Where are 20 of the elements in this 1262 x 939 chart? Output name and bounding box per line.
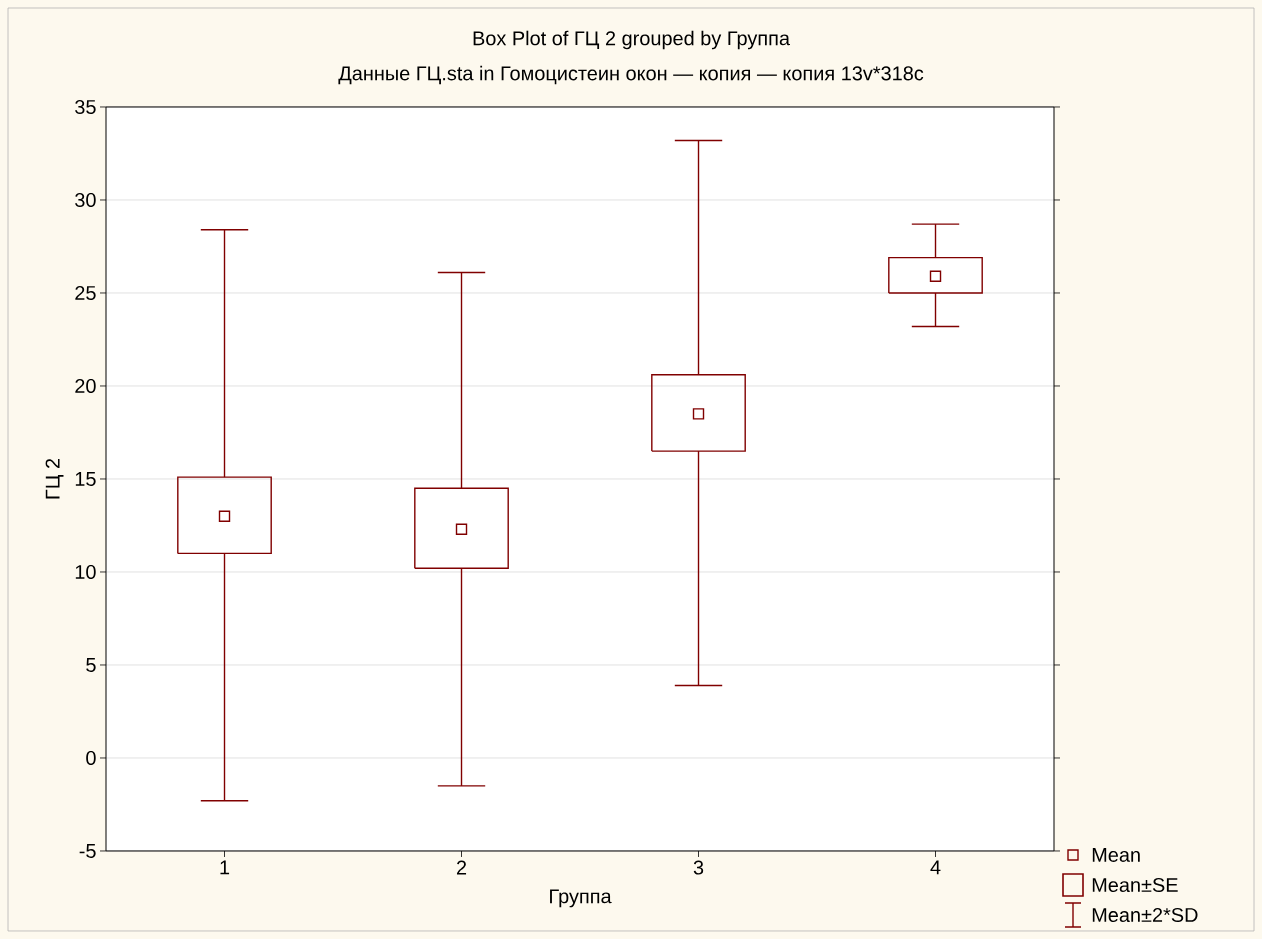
y-tick-label: 20: [75, 378, 96, 394]
y-tick-label: 30: [75, 192, 96, 208]
y-tick-label: 10: [75, 564, 96, 580]
y-tick-label: 0: [86, 750, 96, 766]
chart-title: Box Plot of ГЦ 2 grouped by Группа: [473, 30, 791, 50]
y-tick-label: 15: [75, 472, 96, 486]
y-axis-title: ГЦ 2: [45, 458, 64, 499]
x-axis-title: Группа: [550, 889, 612, 908]
text: Mean±SE: [1092, 877, 1178, 893]
x-tick-label: 3: [693, 860, 704, 875]
x-tick-label: 2: [456, 860, 467, 875]
y-tick-label: 35: [75, 99, 96, 115]
chart-subtitle: Данные ГЦ.sta in Гомоцистеин окон — копия — копия 13v*318c: [338, 65, 924, 85]
y-tick-label: 25: [75, 285, 96, 301]
text: Mean: [1092, 848, 1140, 862]
x-tick-label: 1: [220, 860, 230, 875]
text: Mean±2*SD: [1092, 907, 1198, 923]
x-tick-label: 4: [930, 860, 941, 875]
y-tick-label: 5: [86, 658, 96, 672]
y-tick-label: -5: [79, 844, 96, 858]
